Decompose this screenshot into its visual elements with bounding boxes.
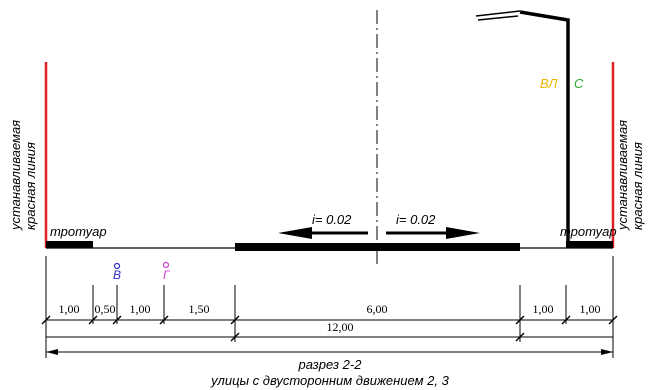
left-sidewalk-label: тротуар	[50, 224, 107, 239]
dim-strip-right: 1,00	[533, 302, 554, 316]
left-sidewalk	[46, 241, 93, 248]
utility-g-label: Г	[163, 268, 171, 282]
dim-carriageway-half: 6,00	[367, 302, 388, 316]
caption-section: разрез 2-2	[298, 357, 363, 372]
carriageway	[235, 243, 520, 251]
utility-g-icon	[162, 261, 170, 269]
lamp-head-2	[477, 15, 519, 21]
utility-v-icon	[113, 262, 121, 270]
right-sidewalk-label: тротуар	[560, 224, 617, 239]
caption-description: улицы с двусторонним движением 2, 3	[210, 373, 449, 388]
dim-arrow-left	[46, 349, 58, 355]
dim-strip-100: 1,00	[130, 302, 151, 316]
dim-arrow-right	[601, 349, 613, 355]
utility-v-label: В	[113, 268, 121, 282]
slope-label-left: i= 0.02	[312, 212, 352, 227]
extension-lines	[45, 256, 614, 358]
slope-arrow-left-head	[278, 227, 312, 239]
dim-strip-150: 1,50	[189, 302, 210, 316]
dim-sidewalk-left: 1,00	[59, 302, 80, 316]
dim-strip-050: 0,50	[95, 302, 116, 316]
dim-sidewalk-right: 1,00	[580, 302, 601, 316]
lamp-head	[475, 10, 521, 17]
right-sidewalk	[566, 241, 613, 248]
dimension-chain-1	[41, 315, 618, 325]
dimension-ticks-total	[230, 332, 525, 342]
lamp-post	[519, 10, 570, 242]
slope-arrow-right-head	[446, 227, 480, 239]
right-red-line-label: устанавливаемая красная линия	[615, 116, 645, 231]
left-red-line-label: устанавливаемая красная линия	[8, 116, 38, 231]
dim-total-12: 12,00	[327, 320, 354, 334]
utility-vl-label: ВЛ	[540, 76, 557, 91]
utility-s-label: С	[574, 76, 584, 91]
slope-label-right: i= 0.02	[396, 212, 436, 227]
